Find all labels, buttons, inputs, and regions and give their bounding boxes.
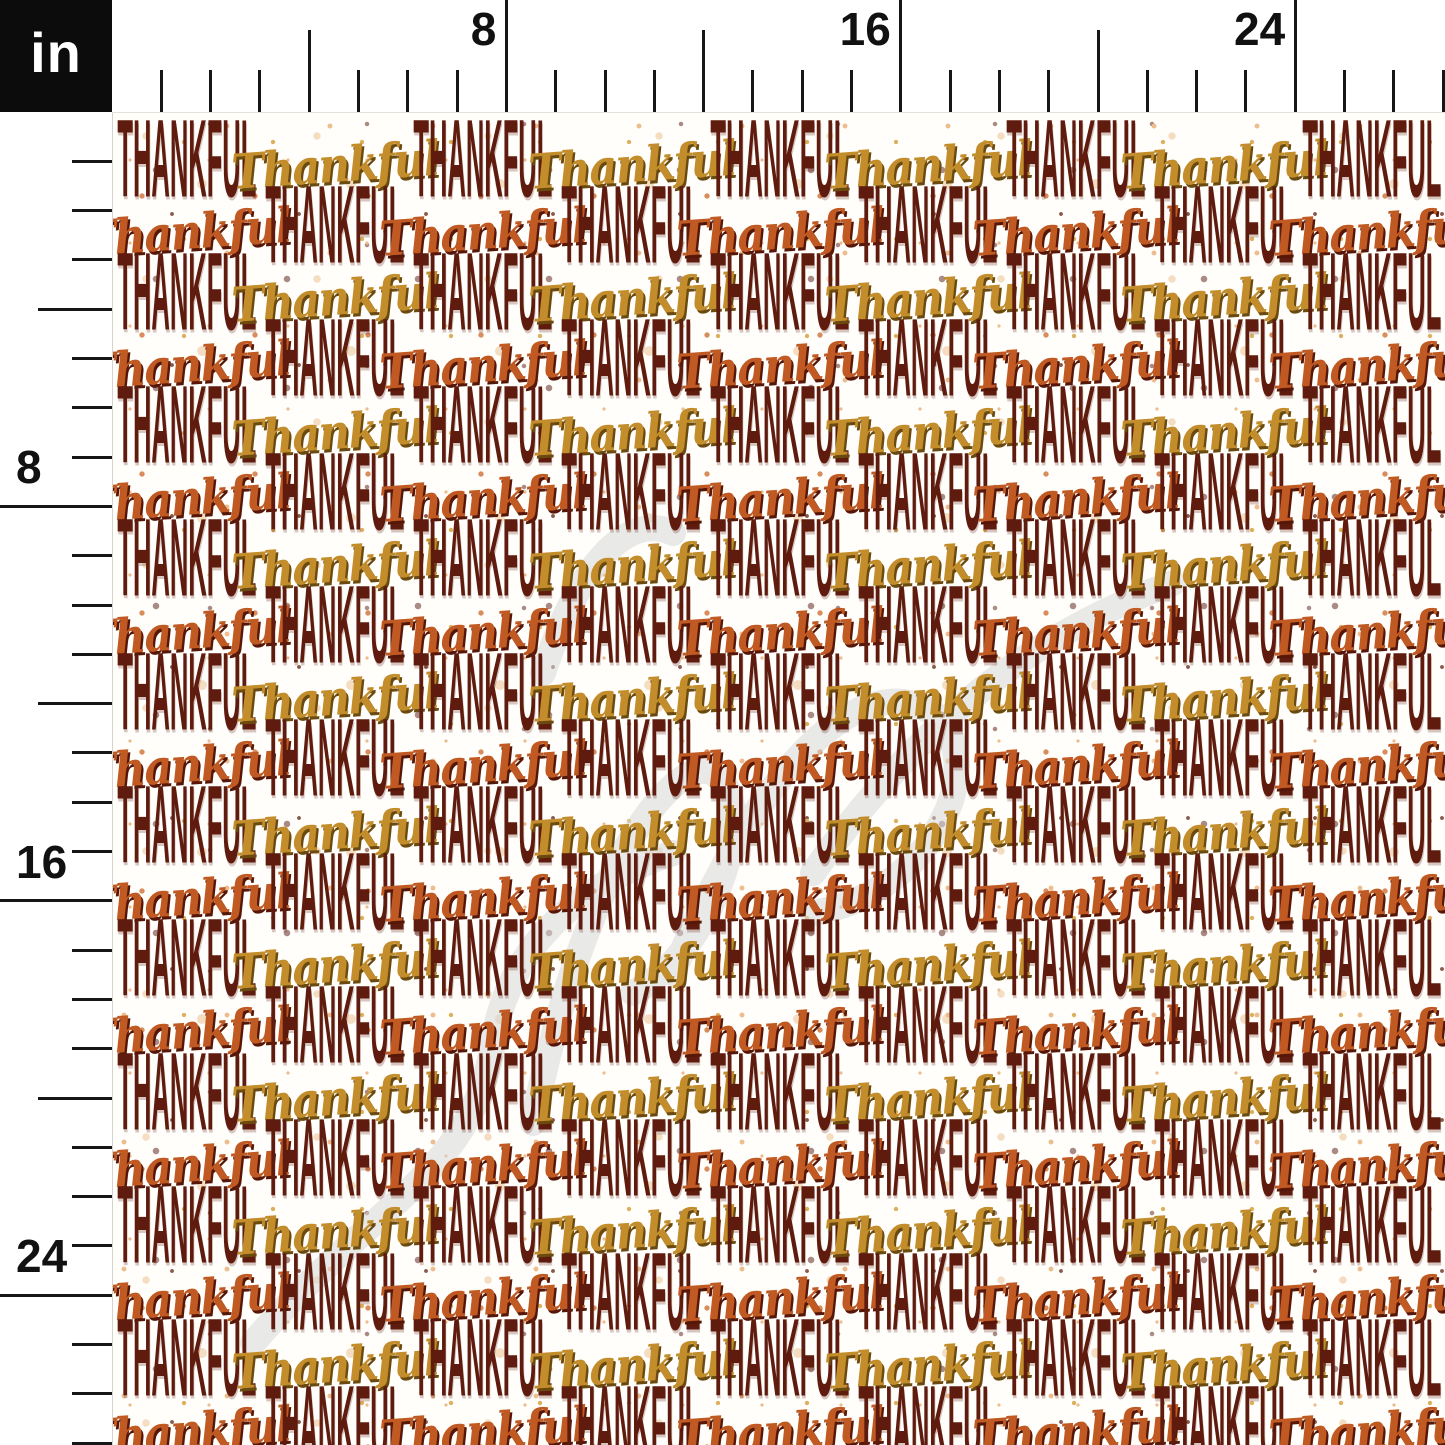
ruler-left-number-24: 24 (16, 1233, 96, 1279)
ruler-left-tick-11in (72, 653, 112, 656)
ruler-top-tick-16in (899, 0, 902, 112)
ruler-top-tick-22in (1195, 70, 1198, 112)
ruler-left-tick-1in (72, 160, 112, 163)
ruler-top-tick-21in (1146, 70, 1149, 112)
ruler-left-tick-21in (72, 1146, 112, 1149)
ruler-left-tick-14in (72, 801, 112, 804)
fabric-ruler-mockup: THANKFULThankfulTHANKFULThankfulTHANKFUL… (0, 0, 1445, 1445)
ruler-top-tick-1in (160, 70, 163, 112)
ruler-left-tick-9in (72, 554, 112, 557)
ruler-top-tick-14in (801, 70, 804, 112)
pattern-cell: Thankful (113, 1392, 261, 1445)
ruler-top-tick-24in (1294, 0, 1297, 112)
ruler-top-tick-18in (998, 70, 1001, 112)
ruler-left-tick-5in (72, 357, 112, 360)
ruler-left-tick-20in (38, 1097, 112, 1100)
ruler-top-tick-13in (751, 70, 754, 112)
ruler-left-tick-8in (0, 505, 112, 508)
ruler-left-tick-6in (72, 406, 112, 409)
ruler-left-tick-18in (72, 998, 112, 1001)
ruler-left-tick-13in (72, 751, 112, 754)
ruler-left-tick-4in (38, 308, 112, 311)
ruler-top-tick-27in (1442, 70, 1445, 112)
ruler-left-tick-27in (72, 1442, 112, 1445)
ruler-top-number-8: 8 (412, 6, 496, 52)
ruler-top-tick-10in (604, 70, 607, 112)
ruler-left-tick-17in (72, 949, 112, 952)
pattern-row: ThankfulTHANKFULThankfulTHANKFULThankful… (113, 1375, 1445, 1445)
ruler-unit-label: in (30, 25, 82, 81)
ruler-top-tick-26in (1392, 70, 1395, 112)
ruler-left-tick-24in (0, 1294, 112, 1297)
ruler-left-number-16: 16 (16, 839, 96, 885)
ruler-left: 8 16 24 (0, 0, 112, 1445)
ruler-left-tick-3in (72, 258, 112, 261)
ruler-top-tick-25in (1343, 70, 1346, 112)
pattern-cell: Thankful (1298, 1392, 1445, 1445)
ruler-left-number-8: 8 (16, 444, 96, 490)
ruler-left-tick-12in (38, 702, 112, 705)
ruler-top-tick-5in (357, 70, 360, 112)
ruler-top-tick-2in (209, 70, 212, 112)
ruler-top-tick-20in (1097, 30, 1100, 112)
ruler-top-tick-12in (702, 30, 705, 112)
ruler-top-tick-6in (406, 70, 409, 112)
ruler-top-tick-8in (505, 0, 508, 112)
ruler-left-tick-25in (72, 1343, 112, 1346)
ruler-left-tick-22in (72, 1195, 112, 1198)
ruler-top-tick-23in (1244, 70, 1247, 112)
ruler-top-tick-19in (1047, 70, 1050, 112)
ruler-left-tick-19in (72, 1047, 112, 1050)
ruler-top: 8 16 24 (0, 0, 1445, 112)
ruler-top-tick-3in (258, 70, 261, 112)
ruler-top-tick-11in (653, 70, 656, 112)
fabric-pattern-area: THANKFULThankfulTHANKFULThankfulTHANKFUL… (112, 112, 1445, 1445)
ruler-top-tick-4in (308, 30, 311, 112)
ruler-top-number-16: 16 (807, 6, 891, 52)
ruler-top-tick-7in (456, 70, 459, 112)
ruler-top-tick-9in (554, 70, 557, 112)
pattern-cell: Thankful (1002, 1392, 1150, 1445)
ruler-left-tick-2in (72, 209, 112, 212)
ruler-left-tick-26in (72, 1392, 112, 1395)
pattern-cell: Thankful (409, 1392, 557, 1445)
ruler-top-number-24: 24 (1201, 6, 1285, 52)
ruler-left-tick-16in (0, 899, 112, 902)
ruler-unit-box: in (0, 0, 112, 112)
ruler-top-tick-17in (949, 70, 952, 112)
ruler-top-tick-15in (850, 70, 853, 112)
ruler-left-tick-10in (72, 604, 112, 607)
pattern-cell: Thankful (705, 1392, 853, 1445)
